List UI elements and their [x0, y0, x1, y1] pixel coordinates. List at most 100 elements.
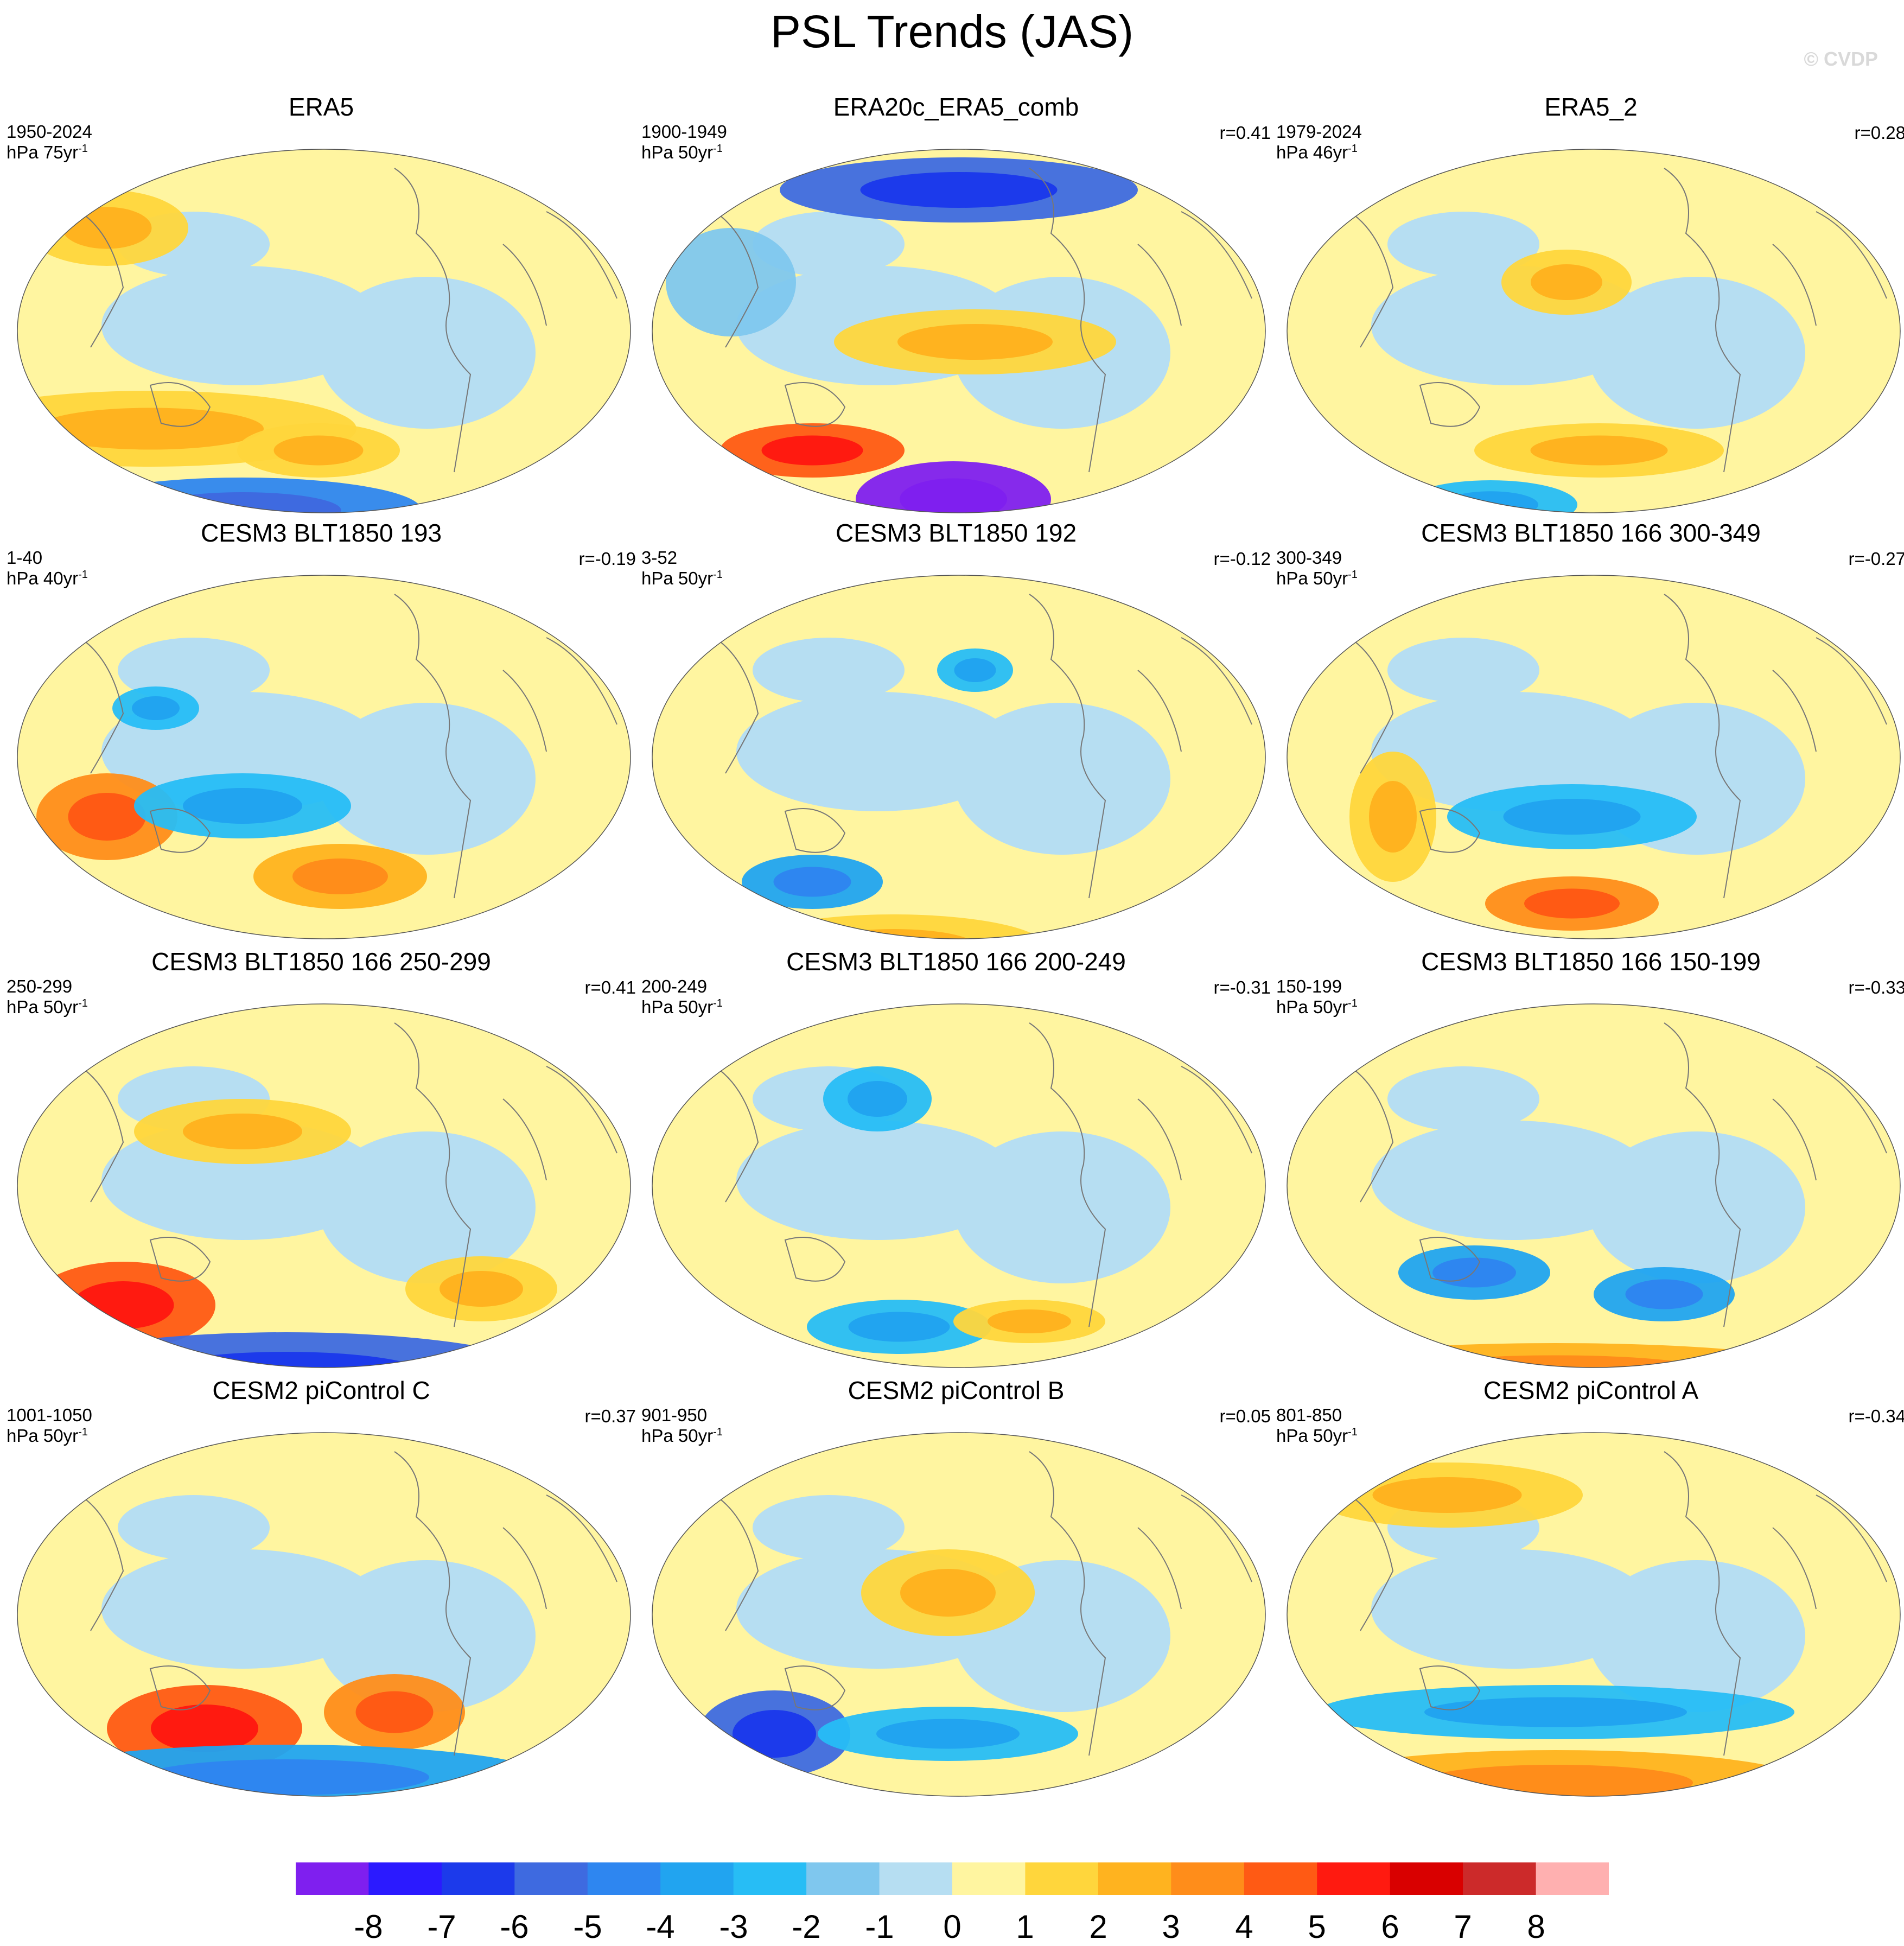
panel-title: ERA5_2 — [1544, 93, 1638, 121]
panel-units: hPa 50yr-1 — [1276, 568, 1358, 588]
map-panel: CESM2 piControl A 801-850 hPa 50yr-1 r=-0.3… — [1276, 1376, 1904, 1799]
colorbar-tick-label: 4 — [1235, 1909, 1253, 1945]
psl-trend-map — [1287, 149, 1901, 513]
panel-correlation: r=0.05 — [1219, 1406, 1271, 1426]
map-panel: CESM2 piControl B 901-950 hPa 50yr-1 r=0.05 — [641, 1376, 1271, 1799]
panel-units: hPa 50yr-1 — [641, 1426, 723, 1446]
panel-correlation: r=-0.33 — [1848, 977, 1904, 997]
panel-title: CESM3 BLT1850 193 — [200, 519, 442, 547]
panel-period: 1001-1050 — [7, 1405, 92, 1425]
panel-units: hPa 50yr-1 — [641, 997, 723, 1017]
colorbar-swatch — [514, 1862, 588, 1895]
colorbar-tick-label: 6 — [1381, 1909, 1399, 1945]
colorbar-tick-label: -2 — [792, 1909, 821, 1945]
panel-units: hPa 46yr-1 — [1276, 142, 1358, 162]
watermark: © CVDP — [1804, 48, 1878, 70]
panel-period: 1-40 — [7, 548, 43, 568]
psl-trend-map — [1287, 1003, 1901, 1368]
panel-correlation: r=-0.34 — [1848, 1406, 1904, 1426]
colorbar-tick-label: 2 — [1089, 1909, 1107, 1945]
colorbar-tick-label: -6 — [500, 1909, 529, 1945]
panel-title: CESM3 BLT1850 166 150-199 — [1421, 947, 1761, 976]
panel-units: hPa 40yr-1 — [7, 568, 88, 588]
panel-units: hPa 50yr-1 — [7, 1426, 88, 1446]
panel-title: CESM3 BLT1850 166 250-299 — [151, 947, 491, 976]
panel-title: CESM2 piControl A — [1483, 1376, 1699, 1404]
panel-correlation: r=-0.19 — [578, 549, 636, 569]
colorbar-swatch — [587, 1862, 661, 1895]
colorbar-tick-label: 8 — [1527, 1909, 1545, 1945]
colorbar-swatch — [1317, 1862, 1391, 1895]
panel-title: CESM3 BLT1850 192 — [835, 519, 1077, 547]
psl-trend-map — [652, 575, 1266, 939]
colorbar-swatch — [1098, 1862, 1171, 1895]
panel-units: hPa 50yr-1 — [1276, 1426, 1358, 1446]
colorbar-swatch — [368, 1862, 442, 1895]
colorbar-tick-label: -8 — [354, 1909, 383, 1945]
panel-period: 1900-1949 — [641, 122, 727, 142]
colorbar-swatch — [806, 1862, 880, 1895]
panel-period: 3-52 — [641, 548, 678, 568]
colorbar — [296, 1862, 1609, 1895]
panel-period: 200-249 — [641, 976, 708, 996]
colorbar-swatch — [296, 1862, 369, 1895]
colorbar-swatch — [879, 1862, 953, 1895]
panel-units: hPa 75yr-1 — [7, 142, 88, 162]
psl-trend-map — [1287, 1432, 1901, 1797]
panel-units: hPa 50yr-1 — [1276, 997, 1358, 1017]
panel-period: 901-950 — [641, 1405, 708, 1425]
psl-trend-map — [17, 1003, 631, 1368]
panel-period: 300-349 — [1276, 548, 1342, 568]
panel-correlation: r=-0.12 — [1213, 549, 1271, 569]
colorbar-swatch — [1244, 1862, 1317, 1895]
panel-period: 1950-2024 — [7, 122, 92, 142]
psl-trend-map — [17, 575, 631, 939]
map-panel: CESM3 BLT1850 193 1-40 hPa 40yr-1 r=-0.19 — [7, 518, 636, 942]
colorbar-tick-label: -3 — [719, 1909, 748, 1945]
psl-trend-map — [652, 1432, 1266, 1797]
panel-period: 250-299 — [7, 976, 73, 996]
map-panel: CESM3 BLT1850 166 150-199 150-199 hPa 50yr… — [1276, 947, 1904, 1370]
panel-correlation: r=0.37 — [584, 1406, 636, 1426]
colorbar-swatch — [1536, 1862, 1609, 1895]
panel-title: CESM2 piControl C — [212, 1376, 430, 1404]
figure-title: PSL Trends (JAS) — [770, 6, 1134, 57]
panel-correlation: r=0.41 — [1219, 123, 1271, 143]
colorbar-tick-label: 0 — [943, 1909, 961, 1945]
panel-correlation: r=0.41 — [584, 977, 636, 997]
map-panel: CESM3 BLT1850 166 250-299 250-299 hPa 50yr… — [7, 947, 636, 1370]
psl-trend-map — [652, 1003, 1266, 1368]
map-panel: CESM3 BLT1850 166 200-249 200-249 hPa 50yr… — [641, 947, 1271, 1370]
psl-trend-map — [17, 1432, 631, 1797]
map-panel: CESM3 BLT1850 166 300-349 300-349 hPa 50yr… — [1276, 518, 1904, 942]
colorbar-swatch — [660, 1862, 734, 1895]
map-panel: ERA20c_ERA5_comb 1900-1949 hPa 50yr-1 r=0.4… — [641, 92, 1271, 516]
colorbar-swatch — [1171, 1862, 1245, 1895]
colorbar-tick-label: -7 — [427, 1909, 456, 1945]
panel-period: 1979-2024 — [1276, 122, 1362, 142]
colorbar-swatch — [1463, 1862, 1536, 1895]
colorbar-tick-label: -5 — [573, 1909, 602, 1945]
psl-trend-map — [17, 149, 631, 513]
panel-units: hPa 50yr-1 — [641, 142, 723, 162]
colorbar-tick-label: -4 — [646, 1909, 675, 1945]
colorbar-swatch — [952, 1862, 1026, 1895]
psl-trend-map — [652, 149, 1266, 513]
panel-period: 150-199 — [1276, 976, 1342, 996]
panel-correlation: r=-0.27 — [1848, 549, 1904, 569]
psl-trend-map — [1287, 575, 1901, 939]
panel-title: CESM2 piControl B — [848, 1376, 1065, 1404]
colorbar-tick-label: 5 — [1308, 1909, 1326, 1945]
colorbar-tick-label: -1 — [865, 1909, 894, 1945]
panel-title: CESM3 BLT1850 166 300-349 — [1421, 519, 1761, 547]
map-panel: ERA5 1950-2024 hPa 75yr-1 — [7, 92, 636, 516]
panel-period: 801-850 — [1276, 1405, 1342, 1425]
colorbar-swatch — [441, 1862, 515, 1895]
map-panel: ERA5_2 1979-2024 hPa 46yr-1 r=0.28 — [1276, 92, 1904, 516]
map-panel: CESM3 BLT1850 192 3-52 hPa 50yr-1 r=-0.12 — [641, 518, 1271, 942]
colorbar-tick-label: 1 — [1016, 1909, 1034, 1945]
colorbar-tick-label: 7 — [1454, 1909, 1472, 1945]
panel-title: ERA20c_ERA5_comb — [833, 93, 1079, 121]
map-panel: CESM2 piControl C 1001-1050 hPa 50yr-1 r=0.… — [7, 1376, 636, 1799]
colorbar-swatch — [733, 1862, 807, 1895]
